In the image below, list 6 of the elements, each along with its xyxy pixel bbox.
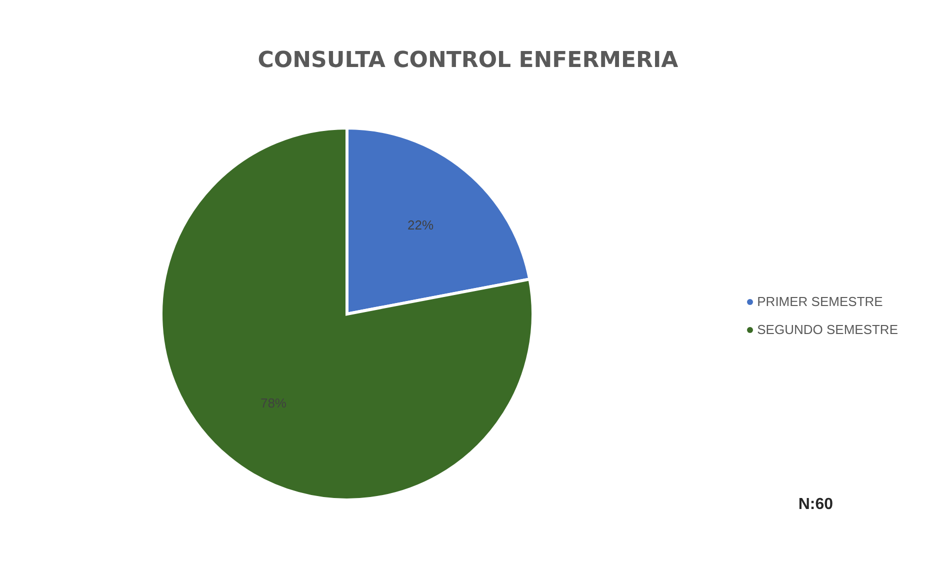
chart-title: CONSULTA CONTROL ENFERMERIA	[256, 47, 680, 73]
text: N:60	[798, 496, 833, 514]
pie-slice	[160, 126, 534, 502]
legend-label: PRIMER SEMESTRE	[757, 294, 883, 309]
data-label: 22%	[407, 218, 434, 233]
legend-label: SEGUNDO SEMESTRE	[757, 322, 898, 337]
